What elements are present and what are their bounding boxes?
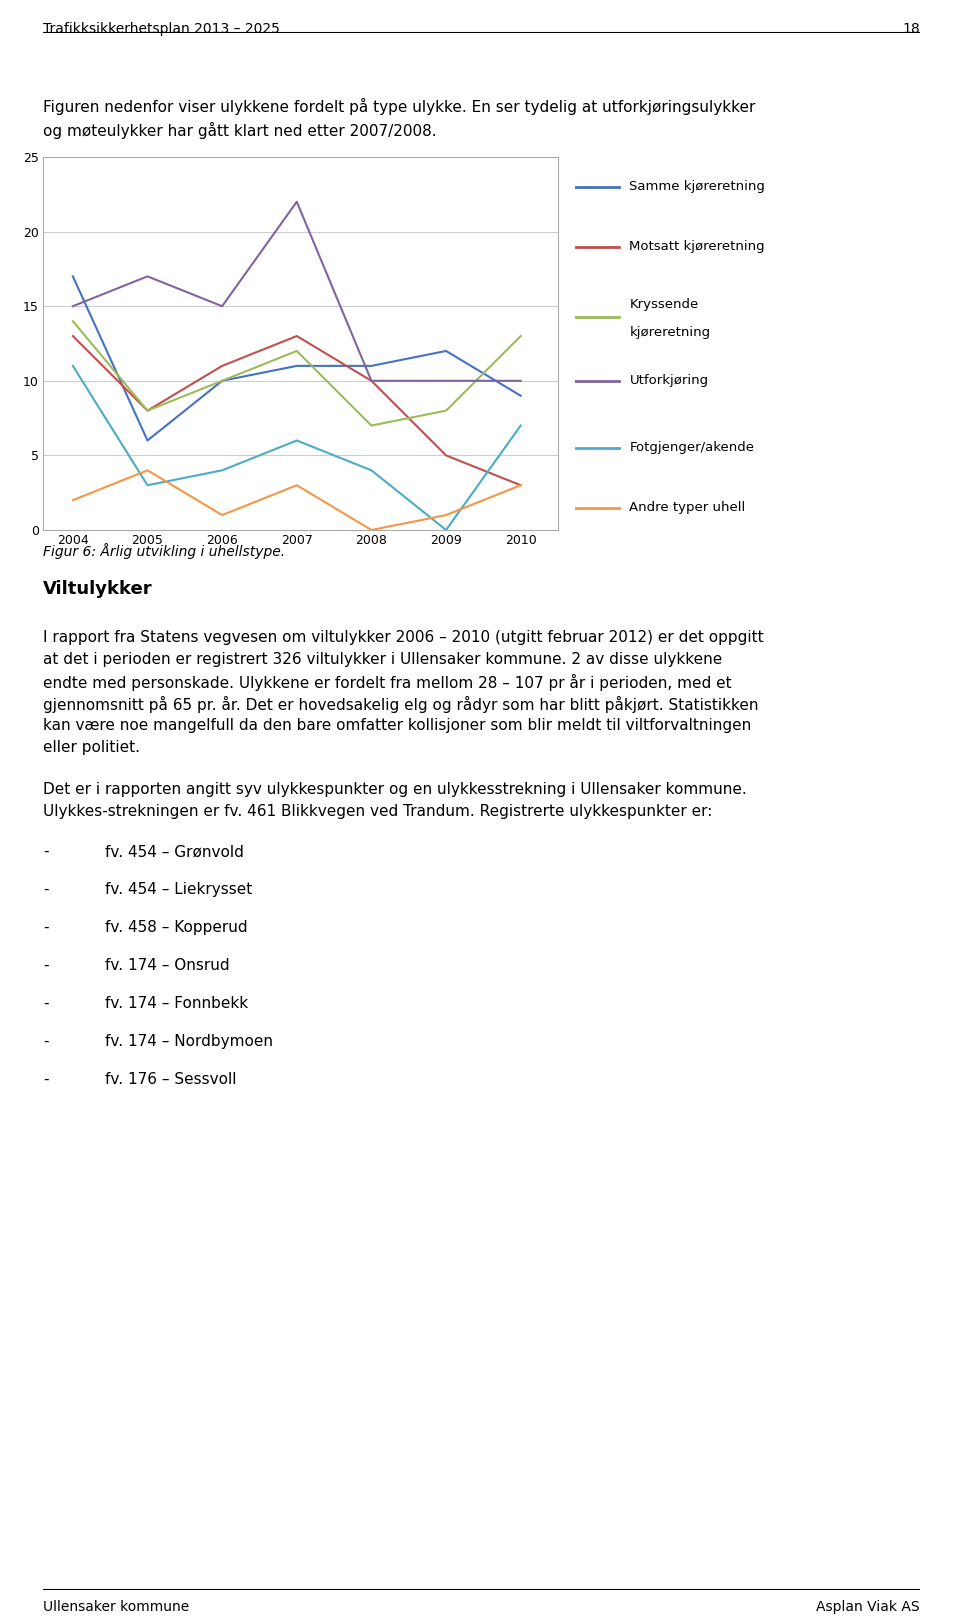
Text: Utforkjøring: Utforkjøring <box>630 374 708 387</box>
Text: eller politiet.: eller politiet. <box>43 740 140 755</box>
Text: 18: 18 <box>902 23 920 36</box>
Text: gjennomsnitt på 65 pr. år. Det er hovedsakelig elg og rådyr som har blitt påkjør: gjennomsnitt på 65 pr. år. Det er hoveds… <box>43 697 758 713</box>
Text: endte med personskade. Ulykkene er fordelt fra mellom 28 – 107 pr år i perioden,: endte med personskade. Ulykkene er forde… <box>43 674 732 692</box>
Text: fv. 176 – Sessvoll: fv. 176 – Sessvoll <box>105 1072 236 1087</box>
Text: kan være noe mangelfull da den bare omfatter kollisjoner som blir meldt til vilt: kan være noe mangelfull da den bare omfa… <box>43 718 752 732</box>
Text: at det i perioden er registrert 326 viltulykker i Ullensaker kommune. 2 av disse: at det i perioden er registrert 326 vilt… <box>43 651 722 667</box>
Text: fv. 454 – Grønvold: fv. 454 – Grønvold <box>105 844 244 859</box>
Text: -: - <box>43 844 49 859</box>
Text: Figur 6: Årlig utvikling i uhellstype.: Figur 6: Årlig utvikling i uhellstype. <box>43 543 285 559</box>
Text: Viltulykker: Viltulykker <box>43 580 153 598</box>
Text: -: - <box>43 996 49 1011</box>
Text: Ulykkes­strekningen er fv. 461 Blikkvegen ved Trandum. Registrerte ulykkespunkte: Ulykkes­strekningen er fv. 461 Blikkvege… <box>43 804 712 820</box>
Text: Asplan Viak AS: Asplan Viak AS <box>816 1601 920 1614</box>
Text: -: - <box>43 1072 49 1087</box>
Text: Ullensaker kommune: Ullensaker kommune <box>43 1601 189 1614</box>
Text: Andre typer uhell: Andre typer uhell <box>630 501 746 514</box>
Text: fv. 174 – Fonnbekk: fv. 174 – Fonnbekk <box>105 996 248 1011</box>
Text: fv. 174 – Nordbymoen: fv. 174 – Nordbymoen <box>105 1034 273 1050</box>
Text: I rapport fra Statens vegvesen om viltulykker 2006 – 2010 (utgitt februar 2012) : I rapport fra Statens vegvesen om viltul… <box>43 630 763 645</box>
Text: -: - <box>43 920 49 935</box>
Text: Det er i rapporten angitt syv ulykkespunkter og en ulykkesstrekning i Ullensaker: Det er i rapporten angitt syv ulykkespun… <box>43 782 747 797</box>
Text: fv. 174 – Onsrud: fv. 174 – Onsrud <box>105 957 229 974</box>
Text: -: - <box>43 881 49 897</box>
Text: kjøreretning: kjøreretning <box>630 326 710 339</box>
Text: fv. 454 – Liekrysset: fv. 454 – Liekrysset <box>105 881 252 897</box>
Text: Fotgjenger/akende: Fotgjenger/akende <box>630 441 755 455</box>
Text: Samme kjøreretning: Samme kjøreretning <box>630 180 765 193</box>
Text: og møteulykker har gått klart ned etter 2007/2008.: og møteulykker har gått klart ned etter … <box>43 122 437 139</box>
Text: Kryssende: Kryssende <box>630 298 699 311</box>
Text: -: - <box>43 1034 49 1050</box>
Text: -: - <box>43 957 49 974</box>
Text: Trafikksikkerhetsplan 2013 – 2025: Trafikksikkerhetsplan 2013 – 2025 <box>43 23 280 36</box>
Text: fv. 458 – Kopperud: fv. 458 – Kopperud <box>105 920 248 935</box>
Text: Motsatt kjøreretning: Motsatt kjøreretning <box>630 240 765 253</box>
Text: Figuren nedenfor viser ulykkene fordelt på type ulykke. En ser tydelig at utfork: Figuren nedenfor viser ulykkene fordelt … <box>43 97 756 115</box>
